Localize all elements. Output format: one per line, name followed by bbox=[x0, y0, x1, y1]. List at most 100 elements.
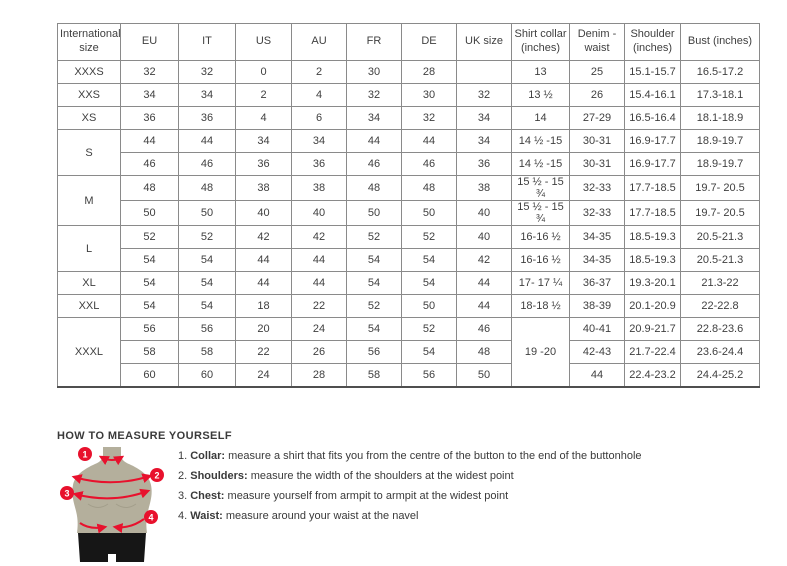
measure-section-title: HOW TO MEASURE YOURSELF bbox=[57, 430, 233, 442]
table-row: 58 58 22 26 56 54 48 42-43 21.7-22.4 23.6-24.4 bbox=[58, 340, 760, 364]
data-cell: 22.4-23.2 bbox=[624, 363, 681, 388]
table-row: XXL 54 54 18 22 52 50 44 18-18 ½ 38-39 20.1-20.9 22… bbox=[57, 294, 760, 318]
data-cell: 50 bbox=[120, 200, 179, 226]
data-cell: 54 bbox=[346, 271, 402, 295]
data-cell: 18.1-18.9 bbox=[680, 106, 760, 130]
data-cell: 21.7-22.4 bbox=[624, 340, 681, 364]
data-cell: 46 bbox=[120, 152, 179, 176]
data-cell: 19.7- 20.5 bbox=[680, 200, 760, 226]
svg-text:4: 4 bbox=[148, 513, 153, 523]
data-cell: 14 bbox=[511, 106, 570, 130]
marker-3: 3 bbox=[60, 486, 74, 500]
data-cell: 24.4-25.2 bbox=[680, 363, 760, 388]
data-cell bbox=[456, 60, 512, 84]
size-chart-table: International size EU IT US AU FR DE UK size Shi… bbox=[57, 23, 760, 388]
data-cell: 18.9-19.7 bbox=[680, 152, 760, 176]
marker-2: 2 bbox=[150, 468, 164, 482]
data-cell: 44 bbox=[235, 271, 292, 295]
measure-step: 1. Collar: measure a shirt that fits you… bbox=[178, 446, 738, 466]
data-cell: 44 bbox=[456, 271, 512, 295]
data-cell: 34 bbox=[291, 129, 347, 153]
table-row: 60 60 24 28 58 56 50 44 22.4-23.2 24.4-25.2 bbox=[58, 363, 760, 388]
table-row: M 48 48 38 38 48 48 38 15 ½ - 15 ¾ 32-33 17.7-18.5… bbox=[57, 175, 760, 226]
column-header: EU bbox=[120, 23, 179, 61]
data-cell: 42 bbox=[291, 225, 347, 249]
data-cell: 16.9-17.7 bbox=[624, 152, 681, 176]
data-cell: 48 bbox=[456, 340, 512, 364]
size-cell: XL bbox=[57, 271, 121, 295]
data-cell: 40 bbox=[235, 200, 292, 226]
data-cell: 44 bbox=[291, 248, 347, 272]
chest-arrow bbox=[72, 488, 151, 501]
table-row: XXXL 56 56 20 24 54 52 46 19 -20 40-41 20.9-21.7 22… bbox=[57, 317, 760, 388]
data-cell: 15.1-15.7 bbox=[624, 60, 681, 84]
data-cell: 30-31 bbox=[569, 152, 625, 176]
data-cell: 46 bbox=[346, 152, 402, 176]
data-cell: 26 bbox=[291, 340, 347, 364]
header-row: International size EU IT US AU FR DE UK size Shi… bbox=[57, 23, 760, 61]
mannequin-illustration: 1 2 3 4 bbox=[60, 447, 164, 562]
data-cell: 44 bbox=[120, 129, 179, 153]
data-cell: 54 bbox=[401, 340, 457, 364]
data-cell: 60 bbox=[178, 363, 236, 388]
data-cell: 22-22.8 bbox=[680, 294, 760, 318]
svg-text:2: 2 bbox=[154, 471, 159, 481]
measure-steps-list: 1. Collar: measure a shirt that fits you… bbox=[178, 446, 738, 526]
column-header: Bust (inches) bbox=[680, 23, 760, 61]
data-cell: 40-41 bbox=[569, 317, 625, 341]
table-row: 46 46 36 36 46 46 36 14 ½ -15 30-31 16.9-17.7 18.9… bbox=[58, 152, 760, 176]
step-number: 1. bbox=[178, 450, 191, 462]
data-cell: 17.3-18.1 bbox=[680, 83, 760, 107]
data-cell: 42 bbox=[235, 225, 292, 249]
data-cell: 46 bbox=[178, 152, 236, 176]
step-number: 2. bbox=[178, 470, 191, 482]
step-label: Collar: bbox=[190, 450, 226, 462]
column-header: AU bbox=[291, 23, 347, 61]
chest-contour bbox=[87, 503, 137, 508]
size-cell: L bbox=[57, 225, 121, 272]
data-cell: 52 bbox=[346, 225, 402, 249]
data-cell: 56 bbox=[346, 340, 402, 364]
size-cell: M bbox=[57, 175, 121, 226]
column-header: International size bbox=[57, 23, 121, 61]
data-cell: 60 bbox=[120, 363, 179, 388]
data-cell: 30-31 bbox=[569, 129, 625, 153]
data-cell: 52 bbox=[346, 294, 402, 318]
data-cell: 16.9-17.7 bbox=[624, 129, 681, 153]
data-cell: 54 bbox=[120, 294, 179, 318]
data-cell: 18.9-19.7 bbox=[680, 129, 760, 153]
data-cell: 38 bbox=[291, 175, 347, 201]
column-header: Shirt collar (inches) bbox=[511, 23, 570, 61]
table-row: XXXS 32 32 0 2 30 28 13 25 15.1-15.7 16.5-17.2 bbox=[57, 60, 760, 84]
data-cell: 20.1-20.9 bbox=[624, 294, 681, 318]
size-cell: XXXL bbox=[57, 317, 121, 388]
svg-text:3: 3 bbox=[64, 489, 69, 499]
svg-text:1: 1 bbox=[82, 450, 87, 460]
table-row: 50 50 40 40 50 50 40 15 ½ - 15 ¾ 32-33 17.7-18.5 1… bbox=[58, 200, 760, 226]
data-cell: 52 bbox=[120, 225, 179, 249]
data-cell: 0 bbox=[235, 60, 292, 84]
data-cell: 46 bbox=[401, 152, 457, 176]
waist-arrow-left bbox=[79, 522, 108, 534]
data-cell: 48 bbox=[120, 175, 179, 201]
data-cell: 42-43 bbox=[569, 340, 625, 364]
data-cell: 2 bbox=[235, 83, 292, 107]
step-text: measure around your waist at the navel bbox=[222, 510, 419, 522]
column-header: DE bbox=[401, 23, 457, 61]
data-cell: 32 bbox=[346, 83, 402, 107]
data-cell: 32-33 bbox=[569, 200, 625, 226]
mannequin-figure: 1 2 3 4 bbox=[58, 446, 174, 566]
step-label: Shoulders: bbox=[190, 470, 248, 482]
data-cell: 19.7- 20.5 bbox=[680, 175, 760, 201]
data-cell: 56 bbox=[178, 317, 236, 341]
data-cell: 16-16 ½ bbox=[511, 248, 570, 272]
data-cell: 24 bbox=[291, 317, 347, 341]
data-cell: 13 bbox=[511, 60, 570, 84]
data-cell: 18-18 ½ bbox=[511, 294, 570, 318]
data-cell: 42 bbox=[456, 248, 512, 272]
table-row: L 52 52 42 42 52 52 40 16-16 ½ 34-35 18.5-19.3 20.5… bbox=[57, 225, 760, 272]
data-cell: 52 bbox=[401, 225, 457, 249]
data-cell: 17- 17 ¼ bbox=[511, 271, 570, 295]
data-cell: 38 bbox=[235, 175, 292, 201]
data-cell: 54 bbox=[401, 271, 457, 295]
